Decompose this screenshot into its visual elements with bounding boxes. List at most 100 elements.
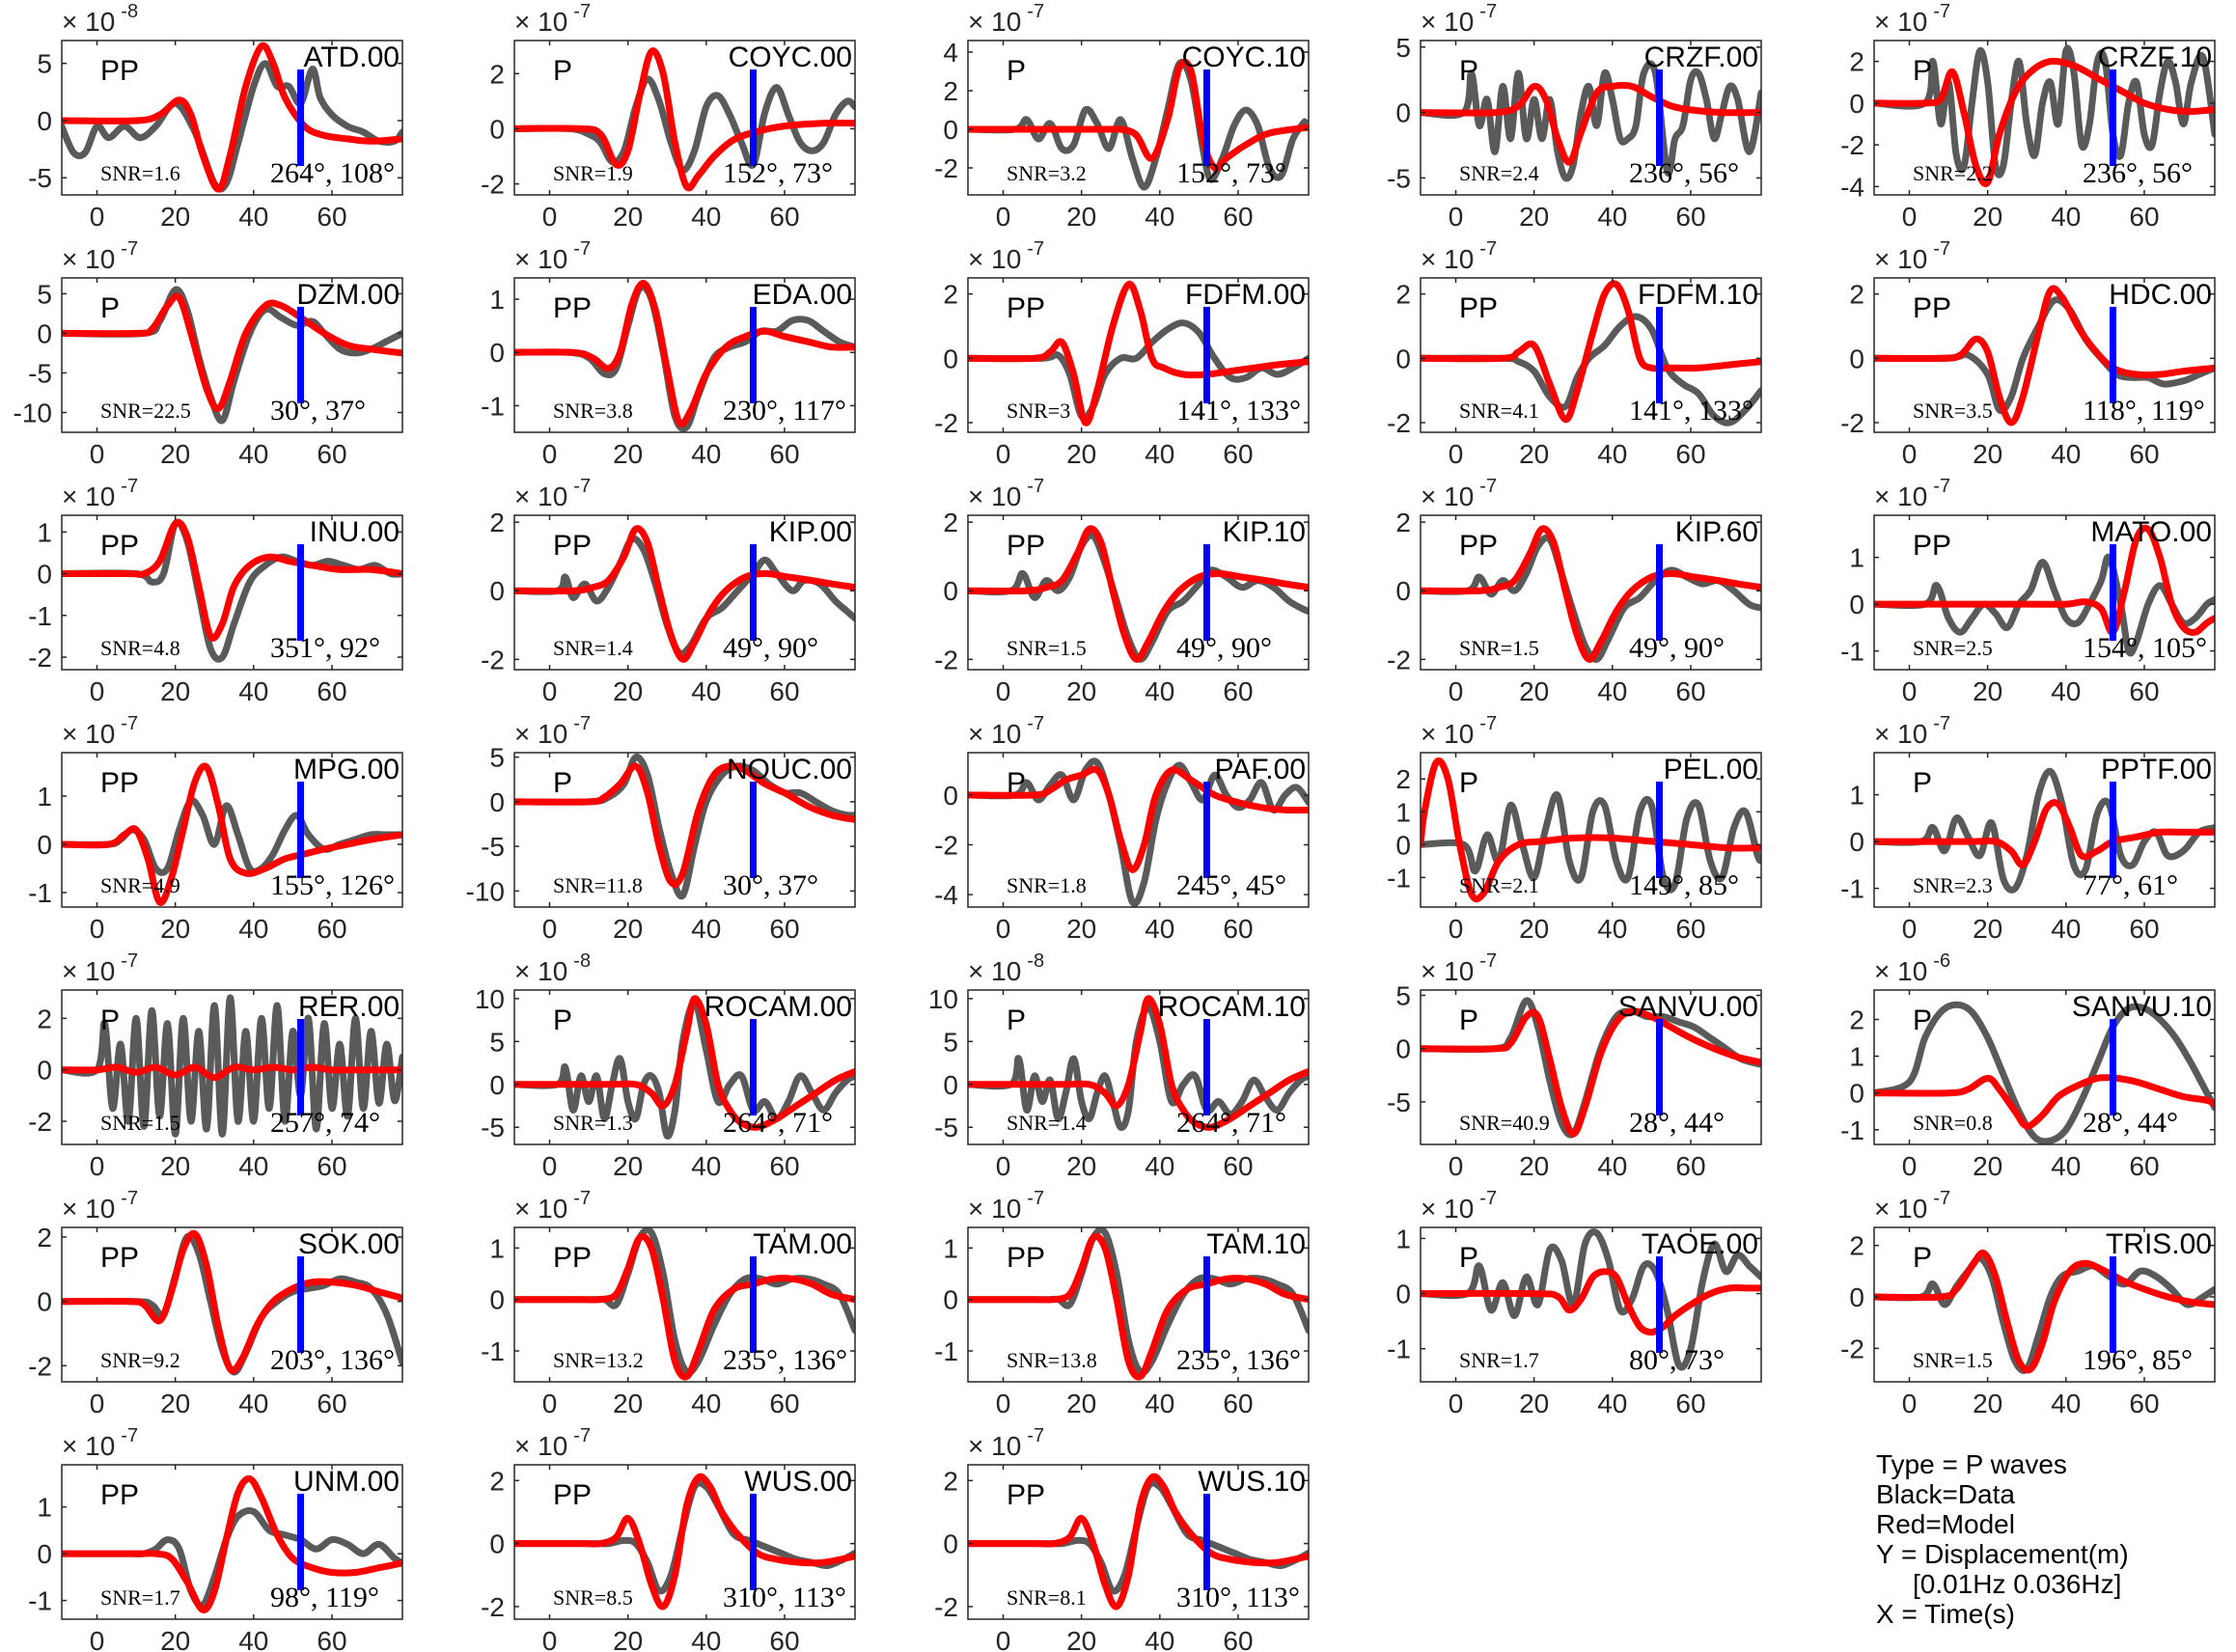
figure-annotation: Type = P waves Black=Data Red=Model Y = … [1876,1449,2129,1629]
y-tick-label: -2 [934,1592,958,1622]
angles-label: 264°, 108° [270,157,395,189]
model-trace [514,995,855,1131]
model-trace [1874,799,2215,868]
snr-label: SNR=4.9 [100,873,180,897]
x-tick-label: 60 [317,439,346,469]
x-tick-label: 60 [317,676,346,706]
model-trace [1421,757,1761,903]
model-trace [514,280,855,428]
y-tick-label: 2 [1849,1005,1864,1034]
traces [62,518,402,663]
x-tick-label: 0 [542,202,558,232]
y-exponent-label: × 10 -7 [1874,1,1950,37]
x-tick-label: 40 [691,439,721,469]
y-tick-label: 0 [1849,590,1864,620]
panel-mpg-00: 0 20 40 60 -1 0 1 × 10 -7 PP MPG.00 SNR=4.9 155°, 12… [28,713,403,944]
y-exponent-label: × 10 -7 [514,1,591,37]
snr-label: SNR=3.5 [1913,399,1993,423]
data-trace [1874,1001,2215,1144]
x-tick-label: 20 [1973,1151,2002,1181]
y-tick-label: -2 [481,645,505,675]
snr-label: SNR=1.9 [553,161,633,185]
y-tick-label: -2 [1840,130,1864,160]
annotation-band: [0.01Hz 0.036Hz] [1913,1569,2122,1599]
x-tick-label: 20 [1973,676,2002,706]
x-tick-label: 60 [1675,202,1705,232]
station-label: SANVU.10 [2072,991,2212,1023]
y-tick-label: -5 [481,832,505,862]
panel-inu-00: 0 20 40 60 -2 -1 0 1 × 10 -7 PP INU.00 SNR=4.8 351°, … [28,476,403,706]
x-tick-label: 20 [1519,914,1549,944]
traces [1421,757,1761,903]
phase-label: PP [1913,292,1951,324]
station-label: KIP.00 [769,516,852,548]
y-tick-label: 1 [1395,1224,1411,1253]
phase-label: P [553,1005,572,1036]
x-tick-label: 0 [542,1389,558,1418]
model-trace [968,1232,1309,1381]
snr-label: SNR=1.6 [100,161,180,185]
x-tick-label: 20 [1066,1151,1096,1181]
x-tick-label: 0 [90,1389,105,1418]
y-exponent-label: × 10 -6 [1874,950,1950,986]
traces [1874,285,2215,427]
model-trace [1421,525,1761,663]
traces [968,58,1309,191]
data-trace [62,60,402,193]
phase-label: PP [100,530,139,562]
x-tick-label: 0 [1902,1389,1918,1418]
station-label: HDC.00 [2109,279,2212,311]
panel-pptf-00: 0 20 40 60 -1 0 1 × 10 -7 P PPTF.00 SNR=2.3 77°, 61° [1840,713,2216,944]
y-tick-label: -2 [934,830,958,860]
y-tick-label: 0 [943,115,958,145]
phase-label: P [1913,1242,1932,1274]
angles-label: 77°, 61° [2083,869,2178,901]
y-exponent-label: × 10 -7 [514,713,591,749]
y-tick-label: -1 [481,1336,505,1366]
x-tick-label: 20 [613,439,643,469]
phase-label: P [1459,55,1478,87]
phase-label: PP [553,292,592,324]
phase-label: P [553,767,572,799]
y-tick-label: 2 [1849,280,1864,310]
model-trace [514,47,855,192]
station-label: DZM.00 [296,279,400,311]
x-tick-label: 40 [691,1389,721,1418]
y-exponent-label: × 10 -7 [514,1425,591,1461]
snr-label: SNR=1.5 [100,1111,180,1135]
station-label: FDFM.10 [1638,279,1758,311]
model-trace [514,525,855,663]
station-label: EDA.00 [753,279,852,311]
snr-label: SNR=40.9 [1459,1111,1550,1135]
model-trace [968,281,1309,427]
snr-label: SNR=4.8 [100,636,180,660]
traces [1874,1001,2215,1144]
angles-label: 141°, 133° [1629,395,1753,427]
y-exponent-label: × 10 -7 [968,1,1044,37]
station-label: PEL.00 [1664,754,1758,785]
panel-coyc-10: 0 20 40 60 -2 0 2 4 × 10 -7 P COYC.10 SNR=3.2 152°, 7… [934,1,1310,232]
axes-box [967,514,1310,671]
axes-box [513,989,856,1145]
y-tick-label: 1 [37,782,52,812]
snr-label: SNR=1.5 [1913,1348,1993,1372]
x-tick-label: 40 [1597,1151,1627,1181]
y-exponent-label: × 10 -7 [968,238,1044,274]
station-label: PPTF.00 [2101,754,2212,785]
y-exponent-label: × 10 -7 [514,1188,591,1224]
traces [62,1229,402,1376]
station-label: INU.00 [310,516,400,548]
phase-label: P [1459,1005,1478,1036]
y-tick-label: 2 [37,1004,52,1033]
traces [62,994,402,1138]
model-trace [1874,57,2215,187]
x-tick-label: 60 [317,202,346,232]
y-tick-label: 5 [489,1027,505,1057]
traces [1874,524,2215,657]
y-tick-label: 5 [489,743,505,773]
phase-label: P [1007,1005,1026,1036]
x-tick-label: 40 [238,1151,268,1181]
y-tick-label: 0 [943,781,958,811]
x-tick-label: 0 [542,676,558,706]
panel-tam-00: 0 20 40 60 -1 0 1 × 10 -7 PP TAM.00 SNR=13.2 235°, 1… [481,1188,856,1418]
